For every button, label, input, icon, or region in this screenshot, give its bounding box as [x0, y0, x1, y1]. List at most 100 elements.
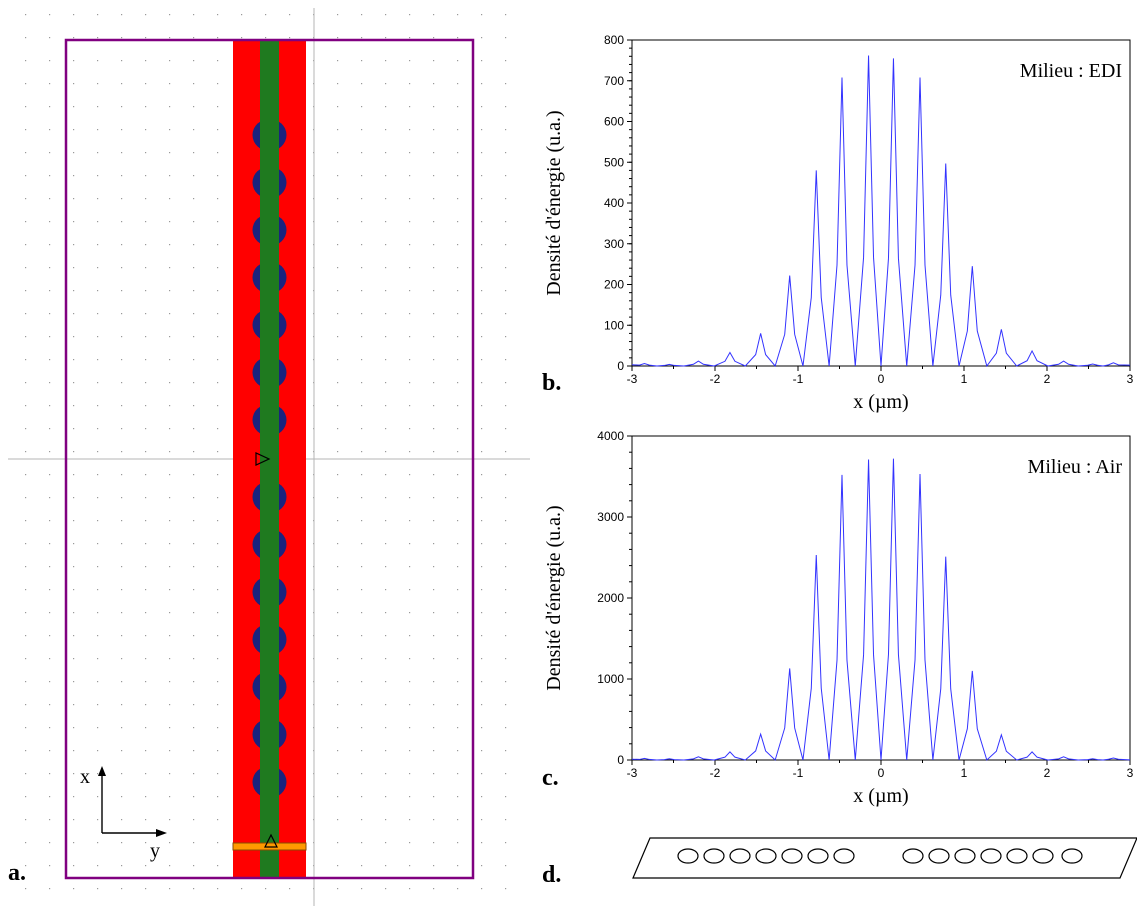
grid-dot [385, 750, 387, 752]
grid-dot [241, 14, 243, 16]
grid-dot [49, 198, 51, 200]
grid-dot [337, 221, 339, 223]
grid-dot [505, 865, 507, 867]
chart-c-y-axis-title: Densité d'énergie (u.a.) [543, 505, 565, 690]
schematic-hole [1032, 848, 1054, 864]
grid-dot [337, 589, 339, 591]
grid-dot [361, 359, 363, 361]
x-tick-label: 3 [1127, 766, 1134, 780]
grid-dot [97, 612, 99, 614]
grid-dot [121, 865, 123, 867]
grid-dot [169, 566, 171, 568]
schematic-hole [677, 848, 699, 864]
grid-dot [25, 290, 27, 292]
grid-dot [121, 221, 123, 223]
grid-dot [73, 520, 75, 522]
grid-dot [121, 796, 123, 798]
grid-dot [193, 819, 195, 821]
grid-dot [193, 198, 195, 200]
grid-dot [361, 612, 363, 614]
grid-dot [193, 635, 195, 637]
grid-dot [409, 681, 411, 683]
grid-dot [505, 428, 507, 430]
y-tick-label: 0 [617, 359, 624, 373]
grid-dot [337, 681, 339, 683]
grid-dot [25, 60, 27, 62]
grid-dot [145, 405, 147, 407]
grid-dot [121, 474, 123, 476]
grid-dot [169, 336, 171, 338]
grid-dot [121, 405, 123, 407]
grid-dot [433, 704, 435, 706]
grid-dot [385, 819, 387, 821]
schematic-hole [807, 848, 829, 864]
grid-dot [217, 106, 219, 108]
grid-dot [457, 267, 459, 269]
grid-dot [25, 704, 27, 706]
grid-dot [457, 221, 459, 223]
grid-dot [337, 290, 339, 292]
schematic-hole [1061, 848, 1083, 864]
grid-dot [481, 382, 483, 384]
grid-dot [25, 152, 27, 154]
grid-dot [49, 727, 51, 729]
grid-dot [145, 681, 147, 683]
grid-dot [73, 727, 75, 729]
y-tick-label: 300 [604, 237, 624, 251]
grid-dot [97, 83, 99, 85]
grid-dot [49, 612, 51, 614]
grid-dot [433, 313, 435, 315]
grid-dot [409, 796, 411, 798]
grid-dot [361, 566, 363, 568]
grid-dot [505, 819, 507, 821]
grid-dot [433, 888, 435, 890]
grid-dot [121, 543, 123, 545]
grid-dot [481, 336, 483, 338]
grid-dot [409, 520, 411, 522]
grid-dot [409, 451, 411, 453]
grid-dot [193, 773, 195, 775]
grid-dot [169, 129, 171, 131]
chart-b-y-axis-title: Densité d'énergie (u.a.) [543, 110, 565, 295]
grid-dot [217, 727, 219, 729]
grid-dot [145, 543, 147, 545]
grid-dot [73, 106, 75, 108]
grid-dot [49, 474, 51, 476]
y-tick-label: 0 [617, 753, 624, 767]
grid-dot [169, 290, 171, 292]
grid-dot [193, 267, 195, 269]
grid-dot [409, 14, 411, 16]
grid-dot [217, 175, 219, 177]
grid-dot [121, 727, 123, 729]
grid-dot [49, 520, 51, 522]
grid-dot [121, 704, 123, 706]
grid-dot [361, 474, 363, 476]
grid-dot [385, 497, 387, 499]
grid-dot [145, 37, 147, 39]
grid-dot [145, 773, 147, 775]
grid-dot [361, 382, 363, 384]
grid-dot [73, 819, 75, 821]
grid-dot [481, 106, 483, 108]
grid-dot [73, 773, 75, 775]
grid-dot [73, 543, 75, 545]
grid-dot [193, 382, 195, 384]
x-tick-label: -1 [793, 766, 804, 780]
grid-dot [481, 773, 483, 775]
grid-dot [25, 681, 27, 683]
grid-dot [433, 681, 435, 683]
grid-dot [145, 888, 147, 890]
grid-dot [505, 727, 507, 729]
grid-dot [241, 37, 243, 39]
grid-dot [121, 566, 123, 568]
grid-dot [361, 313, 363, 315]
grid-dot [409, 474, 411, 476]
x-tick-label: -2 [710, 766, 721, 780]
grid-dot [481, 543, 483, 545]
grid-dot [337, 428, 339, 430]
chart-c-ticks: -3 -2 -1 0 1 2 3 0 1000 2000 3000 4000 [597, 429, 1133, 780]
grid-dot [457, 244, 459, 246]
grid-dot [337, 198, 339, 200]
grid-dot [337, 543, 339, 545]
grid-dot [457, 451, 459, 453]
